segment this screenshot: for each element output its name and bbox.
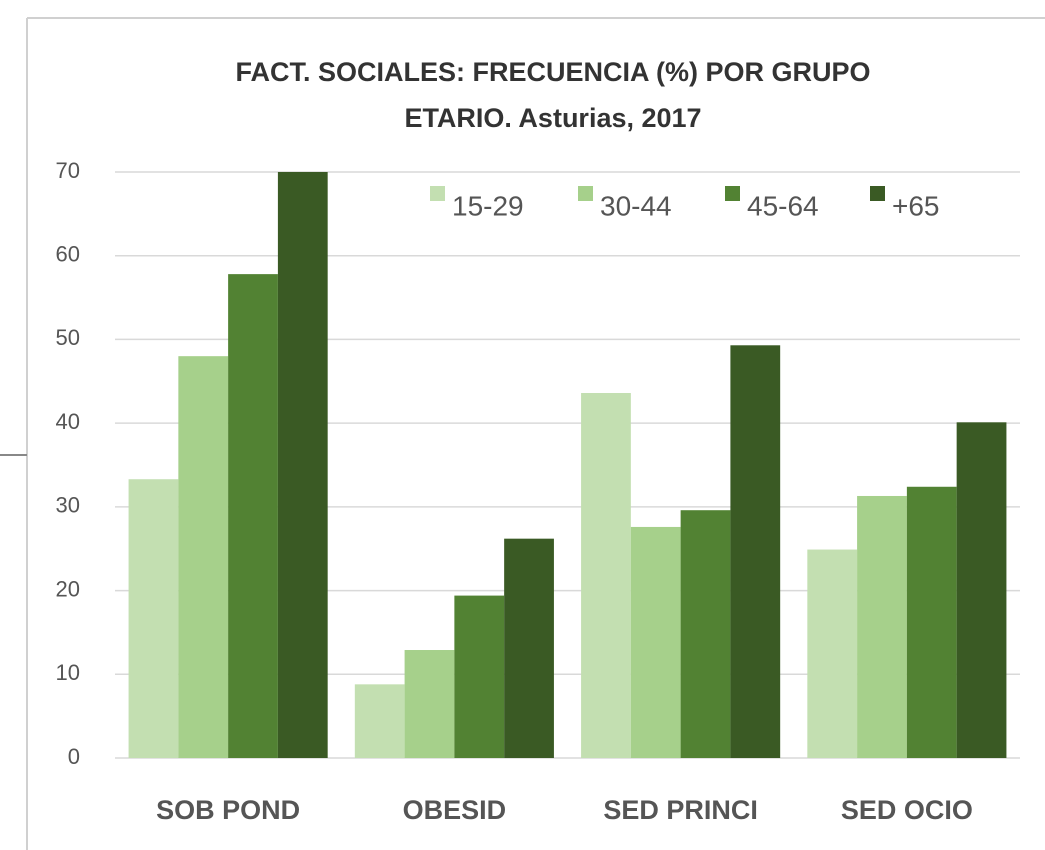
legend-label: 45-64: [747, 190, 819, 221]
bar: [178, 356, 229, 758]
bar: [680, 510, 731, 758]
y-tick-label: 0: [68, 744, 80, 769]
bar: [730, 345, 781, 758]
legend-swatch: [430, 186, 445, 201]
x-tick-label: SED OCIO: [841, 795, 973, 825]
bar: [128, 479, 179, 758]
bar: [630, 526, 681, 758]
y-tick-label: 70: [56, 158, 80, 183]
bar: [404, 650, 455, 758]
legend-label: 15-29: [452, 190, 524, 221]
bar: [454, 595, 505, 758]
bar: [277, 172, 328, 758]
bar: [906, 486, 957, 758]
y-tick-label: 40: [56, 409, 80, 434]
legend-label: 30-44: [600, 190, 672, 221]
y-tick-label: 50: [56, 325, 80, 350]
bar: [228, 274, 278, 758]
y-tick-label: 10: [56, 660, 80, 685]
legend-swatch: [725, 186, 740, 201]
bar: [504, 538, 554, 758]
bar: [581, 393, 631, 758]
chart-title: ETARIO. Asturias, 2017: [404, 103, 701, 133]
bar: [956, 422, 1007, 758]
bar: [354, 684, 405, 758]
chart-title: FACT. SOCIALES: FRECUENCIA (%) POR GRUPO: [235, 57, 870, 87]
legend-swatch: [578, 186, 593, 201]
y-tick-label: 60: [56, 242, 80, 267]
x-tick-label: SOB POND: [156, 795, 300, 825]
x-tick-label: OBESID: [403, 795, 507, 825]
x-tick-label: SED PRINCI: [603, 795, 758, 825]
legend-label: +65: [892, 190, 940, 221]
y-tick-label: 20: [56, 576, 80, 601]
y-tick-label: 30: [56, 493, 80, 518]
bar: [807, 549, 858, 758]
legend-swatch: [870, 186, 885, 201]
bar: [857, 495, 907, 758]
